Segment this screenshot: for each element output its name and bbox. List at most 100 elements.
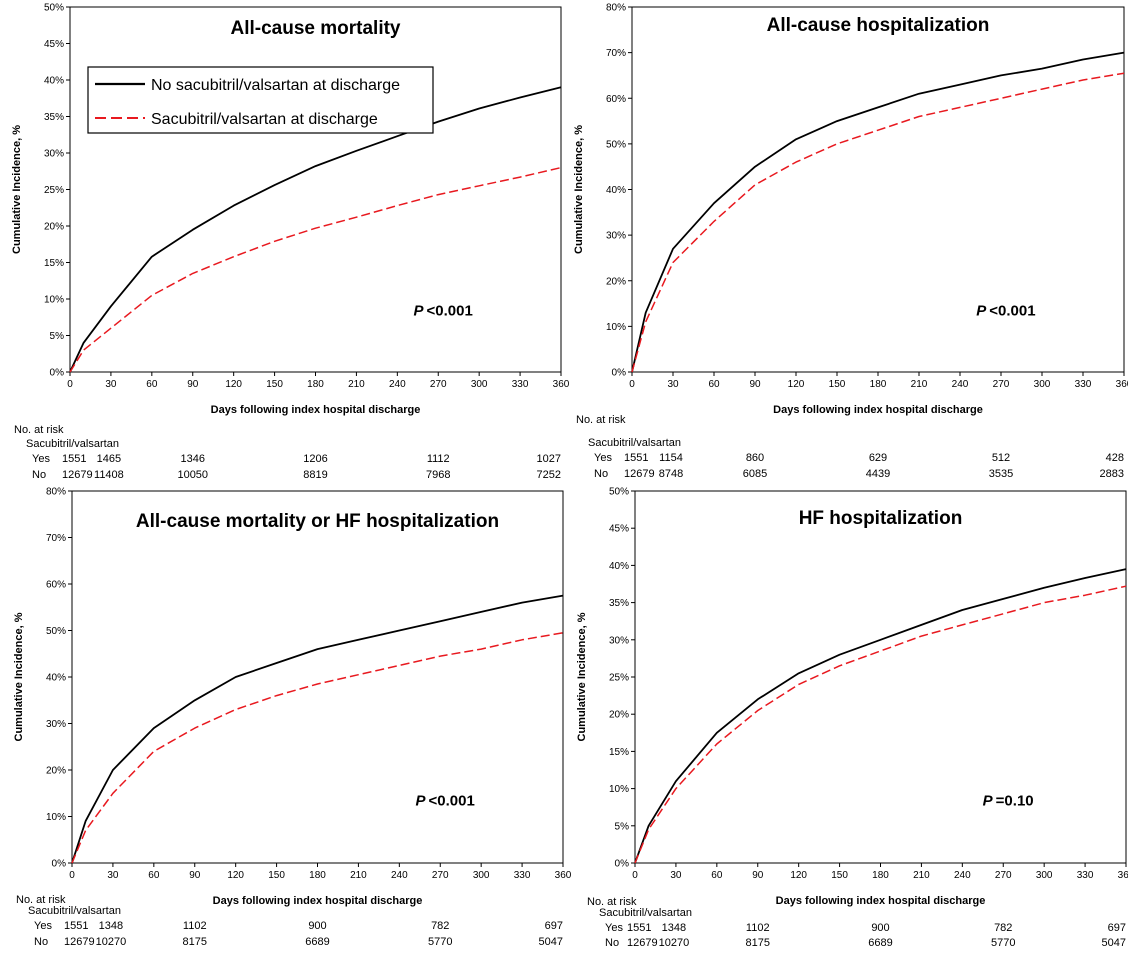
p-value: P <0.001 [414, 302, 473, 319]
x-axis-label: Days following index hospital discharge [213, 895, 423, 907]
y-tick-label: 50% [606, 139, 626, 150]
y-tick-label: 45% [44, 39, 64, 50]
x-tick-label: 270 [432, 870, 449, 881]
y-tick-label: 0% [615, 859, 630, 870]
x-tick-label: 300 [473, 870, 490, 881]
y-axis-label: Cumulative Incidence, % [573, 125, 585, 254]
y-tick-label: 0% [52, 859, 67, 870]
risk-count: 7252 [537, 469, 561, 481]
x-tick-label: 270 [995, 870, 1012, 881]
legend-label-sv: Sacubitril/valsartan at discharge [151, 111, 378, 128]
risk-count: 1348 [662, 922, 686, 934]
y-tick-label: 10% [44, 295, 64, 306]
risk-count: 8819 [303, 469, 327, 481]
series-line-no-sv [69, 86, 562, 373]
risk-count: 6085 [743, 468, 767, 480]
x-tick-label: 240 [952, 379, 969, 390]
x-tick-label: 60 [146, 379, 158, 390]
risk-table-group-label: Sacubitril/valsartan [28, 905, 121, 917]
x-tick-label: 270 [993, 379, 1010, 390]
risk-count: 5047 [539, 936, 563, 948]
x-tick-label: 120 [790, 870, 807, 881]
y-tick-label: 80% [606, 3, 626, 14]
plot-frame [631, 6, 1125, 373]
risk-row-label: No [34, 936, 48, 948]
risk-count: 1346 [181, 453, 205, 465]
series-line-sv [69, 166, 562, 373]
x-axis-label: Days following index hospital discharge [211, 404, 421, 416]
risk-count: 10270 [659, 937, 690, 949]
x-tick-label: 60 [711, 870, 723, 881]
series-line-no-sv [634, 568, 1127, 864]
y-tick-label: 30% [46, 719, 66, 730]
risk-row-label: No [32, 469, 46, 481]
x-tick-label: 360 [555, 870, 572, 881]
series-line-sv [631, 72, 1125, 373]
risk-count: 12679 [627, 937, 658, 949]
panel-title: All-cause mortality or HF hospitalizatio… [136, 511, 499, 532]
y-tick-label: 50% [44, 3, 64, 14]
y-tick-label: 70% [606, 48, 626, 59]
x-tick-label: 150 [831, 870, 848, 881]
x-tick-label: 120 [225, 379, 242, 390]
series-line-no-sv [631, 51, 1125, 373]
risk-count: 860 [746, 452, 764, 464]
y-axis-label: Cumulative Incidence, % [13, 612, 25, 741]
y-tick-label: 70% [46, 533, 66, 544]
panel-1: All-cause mortality 0% 5% 10% 15% 20% 25% 30% 35… [11, 3, 570, 482]
x-tick-label: 30 [107, 870, 119, 881]
risk-table-header: No. at risk [16, 894, 66, 906]
y-tick-label: 20% [44, 222, 64, 233]
x-tick-label: 180 [872, 870, 889, 881]
risk-table-header: No. at risk [576, 414, 626, 426]
y-tick-label: 45% [609, 524, 629, 535]
risk-count: 697 [545, 920, 563, 932]
x-tick-label: 120 [788, 379, 805, 390]
x-tick-label: 240 [389, 379, 406, 390]
y-tick-label: 25% [44, 185, 64, 196]
series-line-sv [634, 585, 1127, 864]
x-tick-label: 0 [69, 870, 75, 881]
y-tick-label: 20% [606, 276, 626, 287]
p-value: P <0.001 [976, 302, 1035, 319]
y-tick-label: 10% [46, 812, 66, 823]
p-value: P <0.001 [416, 792, 475, 809]
risk-count: 10050 [177, 469, 208, 481]
risk-row-label: Yes [34, 920, 52, 932]
panel-3: All-cause mortality or HF hospitalizatio… [13, 487, 572, 949]
y-axis-label: Cumulative Incidence, % [11, 125, 23, 254]
risk-count: 8175 [183, 936, 207, 948]
risk-count: 1551 [624, 452, 648, 464]
risk-count: 1348 [99, 920, 123, 932]
y-tick-label: 50% [46, 626, 66, 637]
risk-count: 12679 [62, 469, 93, 481]
p-value: P =0.10 [983, 792, 1034, 809]
risk-row-label: No [594, 468, 608, 480]
risk-count: 782 [994, 922, 1012, 934]
legend-label-no-sv: No sacubitril/valsartan at discharge [151, 77, 400, 94]
y-tick-label: 40% [609, 561, 629, 572]
risk-count: 1465 [97, 453, 121, 465]
risk-count: 1027 [537, 453, 561, 465]
y-tick-label: 40% [44, 76, 64, 87]
legend: No sacubitril/valsartan at discharge Sacu… [87, 66, 434, 134]
x-tick-label: 240 [391, 870, 408, 881]
x-axis-label: Days following index hospital discharge [773, 404, 983, 416]
p-value-symbol: P [414, 302, 425, 319]
x-tick-label: 210 [348, 379, 365, 390]
risk-count: 900 [308, 920, 326, 932]
p-value-symbol: P [983, 792, 994, 809]
x-tick-label: 90 [749, 379, 761, 390]
x-tick-label: 360 [1118, 870, 1128, 881]
risk-count: 2883 [1100, 468, 1124, 480]
y-tick-label: 15% [609, 747, 629, 758]
plot-frame [69, 6, 562, 373]
y-tick-label: 30% [609, 635, 629, 646]
risk-count: 629 [869, 452, 887, 464]
x-tick-label: 60 [708, 379, 720, 390]
risk-row-label: No [605, 937, 619, 949]
series-line-sv [71, 632, 564, 864]
